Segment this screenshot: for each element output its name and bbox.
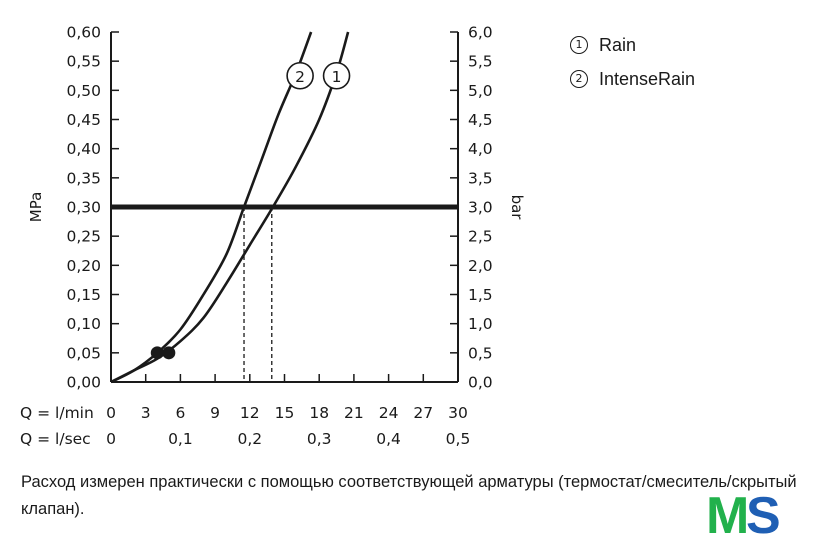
operating-point-rain (162, 346, 176, 360)
x-row1-title: Q = l/min (20, 404, 94, 422)
left-tick-label: 0,25 (66, 228, 101, 246)
curve-marker-label-2: 2 (295, 68, 305, 86)
left-tick-label: 0,45 (66, 111, 101, 129)
right-tick-label: 2,5 (468, 228, 493, 246)
right-tick-label: 1,5 (468, 286, 493, 304)
left-tick-label: 0,30 (66, 199, 101, 217)
x-row2-tick-label: 0,1 (168, 430, 193, 448)
x-row2-tick-label: 0,3 (307, 430, 332, 448)
x-row1-tick-label: 0 (106, 404, 116, 422)
x-row2-tick-label: 0,5 (446, 430, 471, 448)
series: 12 (110, 31, 351, 384)
x-row1-tick-label: 30 (448, 404, 468, 422)
x-row1-tick-label: 3 (141, 404, 151, 422)
right-tick-label: 3,0 (468, 199, 493, 217)
right-tick-label: 2,0 (468, 257, 493, 275)
x-row2-tick-label: 0,4 (376, 430, 401, 448)
x-row1-tick-label: 24 (379, 404, 399, 422)
right-tick-label: 5,5 (468, 53, 493, 71)
x-row1-tick-label: 15 (275, 404, 295, 422)
x-row2-title: Q = l/sec (20, 430, 91, 448)
ms-logo: M S (706, 489, 781, 539)
right-tick-label: 0,5 (468, 344, 493, 362)
x-row1-tick-label: 27 (413, 404, 433, 422)
left-tick-label: 0,20 (66, 257, 101, 275)
footnote: Расход измерен практически с помощью соо… (21, 473, 797, 518)
right-tick-label: 6,0 (468, 24, 493, 42)
x-row1-tick-label: 9 (210, 404, 220, 422)
x-row2-tick-label: 0,2 (237, 430, 262, 448)
logo-letter-m: M (706, 489, 749, 539)
legend-marker-2: 2 (570, 70, 588, 88)
left-tick-label: 0,50 (66, 82, 101, 100)
curve-marker-1 (322, 61, 351, 90)
operating-point-intenserain (150, 346, 164, 360)
x-row1-tick-label: 6 (175, 404, 185, 422)
labels: 0,00 0,00,05 0,50,10 1,00,15 1,50,20 2,00,25 2… (20, 24, 526, 449)
curve-rain (110, 31, 350, 384)
left-tick-label: 0,00 (66, 374, 101, 392)
left-tick-label: 0,05 (66, 344, 101, 362)
right-tick-label: 5,0 (468, 82, 493, 100)
logo-letter-s: S (746, 489, 781, 539)
left-tick-label: 0,55 (66, 53, 101, 71)
legend: 1 Rain 2 IntenseRain (570, 28, 695, 96)
curve-marker-2 (286, 61, 314, 90)
left-tick-label: 0,15 (66, 286, 101, 304)
right-tick-label: 4,0 (468, 140, 493, 158)
legend-label-rain: Rain (599, 35, 637, 55)
x-row1-tick-label: 21 (344, 404, 364, 422)
right-axis-title: bar (508, 195, 526, 221)
left-tick-label: 0,40 (66, 140, 101, 158)
curve-intenserain (110, 31, 313, 384)
legend-label-intenserain: IntenseRain (599, 69, 696, 89)
legend-item-rain: 1 Rain (570, 28, 695, 62)
left-tick-label: 0,10 (66, 315, 101, 333)
x-row2-tick-label: 0 (106, 430, 116, 448)
axes (110, 31, 459, 383)
x-row1-tick-label: 12 (240, 404, 260, 422)
legend-marker-1: 1 (570, 36, 588, 54)
left-tick-label: 0,60 (66, 24, 101, 42)
right-tick-label: 1,0 (468, 315, 493, 333)
left-tick-label: 0,35 (66, 169, 101, 187)
left-axis-title: MPa (27, 192, 45, 223)
right-tick-label: 0,0 (468, 374, 493, 392)
right-tick-label: 4,5 (468, 111, 493, 129)
legend-item-intenserain: 2 IntenseRain (570, 62, 695, 96)
x-row1-tick-label: 18 (309, 404, 329, 422)
curve-marker-label-1: 1 (332, 68, 342, 86)
right-tick-label: 3,5 (468, 169, 493, 187)
